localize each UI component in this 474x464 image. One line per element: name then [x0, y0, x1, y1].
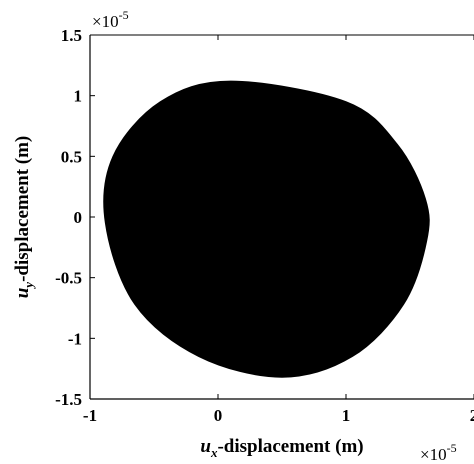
x-tick-label: 0	[214, 406, 223, 425]
y-axis-label: uy-displacement (m)	[12, 136, 36, 299]
y-tick-label: 0	[74, 208, 83, 227]
y-axis-label-main: u	[12, 288, 33, 299]
y-axis-label-sub: y	[21, 282, 36, 290]
ticks-layer: -1 0 1 21.510.50-0.5-1-1.5	[55, 26, 474, 425]
x-axis-label-sub: x	[210, 445, 218, 460]
x-tick-label: -1	[83, 406, 97, 425]
y-axis-label-rest: -displacement (m)	[12, 136, 33, 282]
y-tick-label: 1	[74, 87, 83, 106]
series-layer	[103, 80, 430, 378]
x-tick-label: 1	[342, 406, 351, 425]
x-axis-label-main: u	[200, 436, 211, 457]
x-axis-multiplier: ×10-5	[420, 441, 457, 464]
x-multiplier-base: ×10	[420, 445, 447, 464]
x-axis-label: ux-displacement (m)	[200, 436, 363, 460]
y-multiplier-exponent: -5	[119, 8, 129, 22]
y-tick-label: -1.5	[55, 390, 82, 409]
series-0-area	[103, 80, 430, 378]
y-tick-label: -0.5	[55, 269, 82, 288]
x-axis-label-rest: -displacement (m)	[217, 436, 363, 457]
y-tick-label: 1.5	[61, 26, 82, 45]
x-multiplier-exponent: -5	[447, 441, 457, 455]
y-multiplier-base: ×10	[92, 12, 119, 31]
y-axis-multiplier: ×10-5	[92, 8, 129, 31]
y-tick-label: -1	[68, 329, 82, 348]
y-tick-label: 0.5	[61, 147, 82, 166]
x-tick-label: 2	[470, 406, 474, 425]
